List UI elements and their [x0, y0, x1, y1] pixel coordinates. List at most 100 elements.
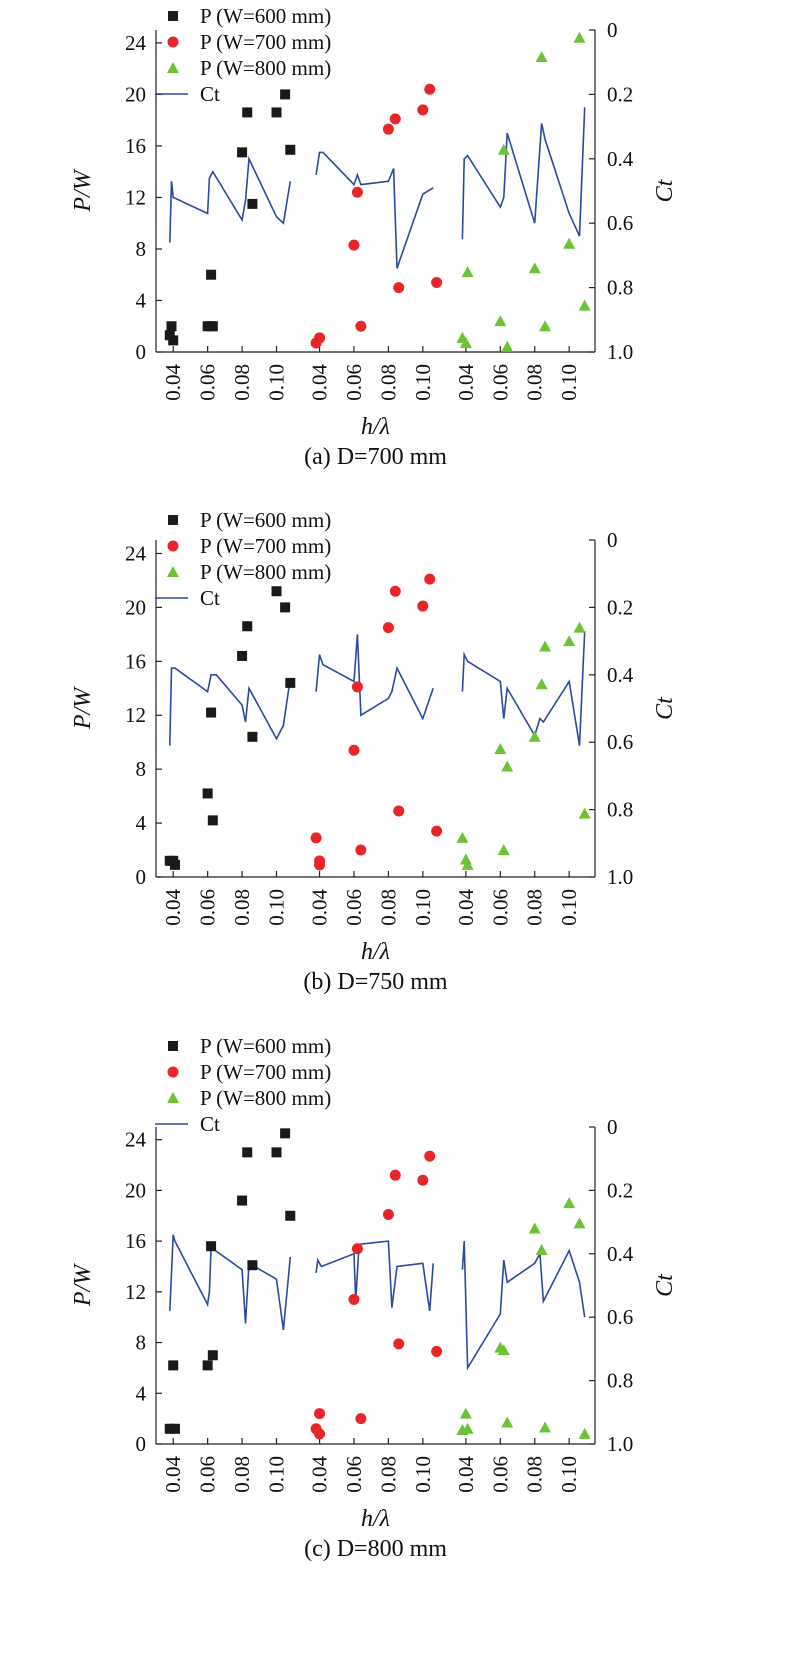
x-tick-label: 0.08 — [523, 889, 547, 926]
data-point-w600 — [280, 1128, 291, 1139]
y-left-tick-label: 24 — [125, 1128, 147, 1152]
data-point-w700 — [417, 1174, 429, 1186]
data-point-w700 — [351, 1243, 363, 1255]
y-right-tick-label: 0.4 — [607, 147, 634, 171]
legend-marker-w600 — [168, 515, 178, 525]
data-point-w700 — [417, 104, 429, 116]
x-axis-title: h/λ — [361, 414, 390, 440]
data-point-w700 — [389, 585, 401, 597]
x-tick-label: 0.04 — [308, 1456, 332, 1493]
y-right-tick-label: 0.8 — [607, 1369, 633, 1393]
x-tick-label: 0.10 — [265, 889, 289, 926]
data-point-w700 — [393, 805, 405, 817]
data-point-w800 — [578, 299, 591, 311]
data-point-w700 — [351, 186, 363, 198]
y-left-tick-label: 8 — [136, 757, 147, 781]
ct-series-line — [461, 107, 586, 240]
data-point-w800 — [461, 858, 474, 870]
data-point-w600 — [207, 1350, 218, 1361]
data-point-w600 — [206, 1241, 217, 1252]
x-tick-label: 0.06 — [196, 364, 220, 401]
data-point-w600 — [202, 1360, 213, 1371]
data-point-w800 — [563, 237, 576, 249]
data-point-w700 — [389, 1169, 401, 1181]
legend-marker-w800 — [167, 566, 179, 577]
data-point-w700 — [393, 282, 405, 294]
x-tick-label: 0.10 — [557, 364, 581, 401]
data-point-w800 — [539, 1421, 552, 1433]
y-right-axis-title: Ct — [652, 1273, 678, 1297]
x-tick-label: 0.06 — [342, 889, 366, 926]
y-right-tick-label: 0 — [607, 528, 618, 552]
x-tick-label: 0.06 — [342, 364, 366, 401]
ct-series-line — [315, 151, 434, 269]
data-point-w600 — [242, 621, 253, 632]
data-point-w800 — [563, 1197, 576, 1209]
legend-marker-w700 — [167, 36, 179, 48]
data-point-w600 — [166, 321, 177, 332]
data-point-w600 — [206, 707, 217, 718]
legend: P (W=600 mm)P (W=700 mm)P (W=800 mm)Ct — [155, 4, 331, 106]
legend-marker-w700 — [167, 540, 179, 552]
legend-label-ct: Ct — [200, 1112, 220, 1136]
legend: P (W=600 mm)P (W=700 mm)P (W=800 mm)Ct — [155, 1034, 331, 1136]
legend-label-w700: P (W=700 mm) — [200, 30, 331, 54]
ct-series-line — [315, 1240, 434, 1312]
x-tick-label: 0.08 — [376, 364, 400, 401]
x-tick-label: 0.06 — [488, 889, 512, 926]
chart-caption: (b) D=750 mm — [303, 969, 448, 995]
y-right-axis-title: Ct — [652, 178, 678, 202]
data-point-w600 — [242, 1147, 253, 1158]
x-tick-label: 0.10 — [265, 364, 289, 401]
y-left-axis-title: P/W — [70, 686, 96, 730]
data-point-w800 — [573, 1217, 586, 1229]
legend-label-w700: P (W=700 mm) — [200, 1060, 331, 1084]
data-point-w600 — [164, 1423, 175, 1434]
legend-label-w800: P (W=800 mm) — [200, 1086, 331, 1110]
data-point-w700 — [348, 744, 360, 756]
y-left-tick-label: 12 — [125, 185, 146, 209]
data-point-w700 — [348, 239, 360, 251]
x-tick-label: 0.06 — [488, 364, 512, 401]
data-point-w600 — [164, 330, 175, 341]
x-tick-label: 0.10 — [411, 364, 435, 401]
y-right-axis-title: Ct — [652, 696, 678, 720]
data-point-w800 — [578, 1427, 591, 1439]
y-left-tick-label: 4 — [136, 811, 147, 835]
x-tick-label: 0.08 — [376, 1456, 400, 1493]
y-right-tick-label: 0 — [607, 1115, 618, 1139]
legend-label-w600: P (W=600 mm) — [200, 508, 331, 532]
x-tick-label: 0.04 — [308, 889, 332, 926]
data-point-w600 — [271, 107, 282, 118]
y-left-tick-label: 0 — [136, 340, 147, 364]
data-point-w600 — [285, 144, 296, 155]
y-right-tick-label: 0.8 — [607, 798, 633, 822]
data-point-w800 — [539, 640, 552, 652]
y-right-tick-label: 0.6 — [607, 211, 633, 235]
data-point-w700 — [314, 859, 326, 871]
y-left-tick-label: 0 — [136, 865, 147, 889]
data-point-w800 — [535, 51, 548, 63]
x-tick-label: 0.06 — [196, 1456, 220, 1493]
data-point-w600 — [280, 89, 291, 100]
y-right-tick-label: 0.6 — [607, 730, 633, 754]
data-point-w700 — [424, 1150, 436, 1162]
data-point-w600 — [237, 650, 248, 661]
data-point-w700 — [424, 573, 436, 585]
legend-marker-w800 — [167, 1092, 179, 1103]
data-point-w600 — [237, 1195, 248, 1206]
legend-marker-w600 — [168, 11, 178, 21]
x-tick-label: 0.06 — [342, 1456, 366, 1493]
ct-series-line — [169, 667, 292, 746]
chart-caption: (c) D=800 mm — [304, 1536, 447, 1562]
x-tick-label: 0.10 — [265, 1456, 289, 1493]
data-point-w800 — [501, 340, 514, 352]
y-left-tick-label: 8 — [136, 1331, 147, 1355]
data-point-w700 — [382, 123, 394, 135]
data-point-w800 — [497, 844, 510, 856]
data-point-w700 — [424, 83, 436, 95]
data-point-w700 — [417, 600, 429, 612]
y-left-tick-label: 16 — [125, 134, 146, 158]
y-right-tick-label: 1.0 — [607, 1432, 633, 1456]
